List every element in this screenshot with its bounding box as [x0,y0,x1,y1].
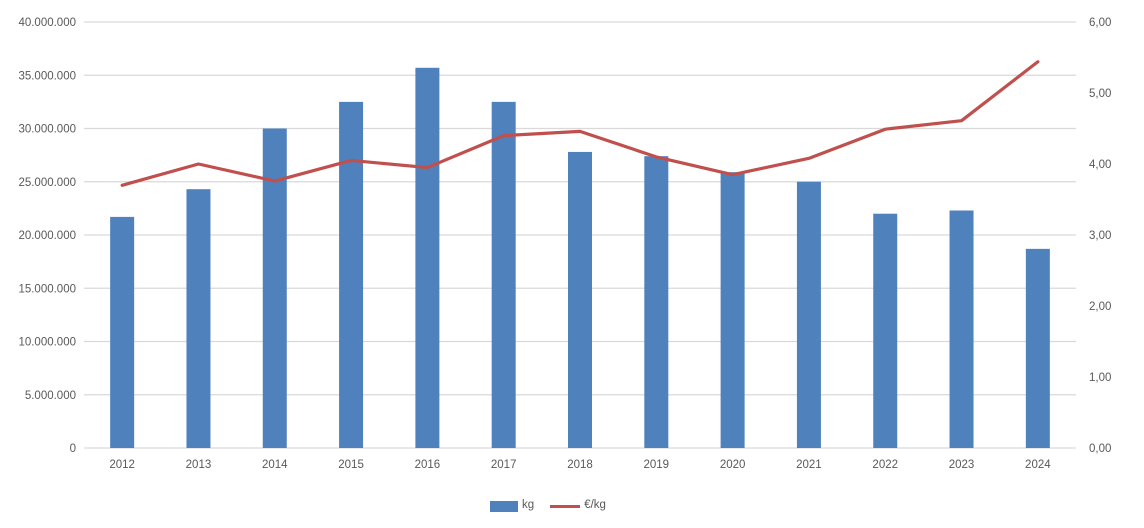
x-axis-category-label: 2019 [644,459,670,471]
legend-item-eur-per-kg: €/kg [550,500,606,512]
eur-per-kg-price-line [120,60,1040,187]
x-axis-category-label: 2020 [720,459,746,471]
x-axis-category-label: 2017 [491,459,517,471]
chart-legend: kg €/kg [0,496,1096,516]
kg-bar-2019 [644,156,669,448]
kg-bar-2014 [262,128,287,448]
kg-bar-swatch [490,500,519,512]
kg-bar-2023 [949,210,974,448]
kg-bar-2018 [568,151,592,448]
kg-bar-2013 [186,189,211,448]
x-axis-category-label: 2013 [186,459,212,471]
kg-bar-2012 [110,216,135,448]
right-axis-tick-label: 3,00 [1089,230,1111,242]
right-axis-tick-label: 6,00 [1089,17,1111,29]
eur-per-kg-legend-label: €/kg [584,499,606,512]
kg-bar-2016 [415,67,440,449]
x-axis-category-label: 2022 [872,459,898,471]
kg-bar-2017 [491,101,516,448]
kg-bar-2020 [720,172,745,449]
legend-item-kg: kg [490,500,534,512]
left-axis-tick-label: 25.000.000 [18,177,76,189]
right-axis-tick-label: 0,00 [1089,443,1111,455]
right-axis-tick-label: 1,00 [1089,372,1111,384]
x-axis-category-label: 2018 [567,459,593,471]
x-axis-category-label: 2014 [262,459,288,471]
kg-bar-2022 [873,213,898,448]
kg-bar-2015 [339,101,364,448]
left-axis-tick-label: 10.000.000 [18,337,76,349]
left-axis-tick-label: 30.000.000 [18,124,76,136]
x-axis-category-label: 2012 [109,459,135,471]
right-axis-tick-label: 5,00 [1089,88,1111,100]
right-axis-tick-label: 2,00 [1089,301,1111,313]
x-axis-category-label: 2024 [1025,459,1051,471]
left-axis-tick-label: 0 [70,443,76,455]
left-axis-tick-label: 15.000.000 [18,283,76,295]
chart-plot-area: 0 5.000.000 10.000.000 15.000.000 20.000.000… [18,17,1111,471]
left-axis-tick-label: 20.000.000 [18,230,76,242]
x-axis-category-label: 2023 [949,459,975,471]
eur-per-kg-line-swatch [550,504,581,508]
left-axis-tick-label: 5.000.000 [25,390,76,402]
left-axis-tick-label: 40.000.000 [18,17,76,29]
x-axis-category-label: 2021 [796,459,822,471]
kg-bar-2021 [796,181,821,448]
x-axis-category-label: 2016 [415,459,441,471]
kg-bar-2024 [1025,248,1050,448]
right-axis-tick-label: 4,00 [1089,159,1111,171]
left-axis-tick-label: 35.000.000 [18,70,76,82]
x-axis-category-label: 2015 [338,459,364,471]
kg-legend-label: kg [522,499,535,512]
